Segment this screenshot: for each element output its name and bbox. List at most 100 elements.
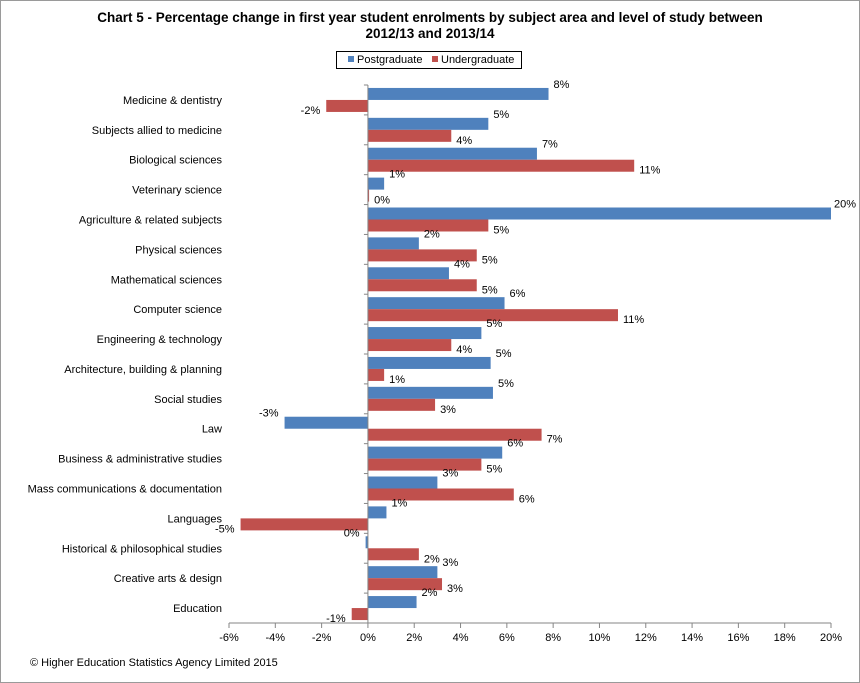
bar-undergraduate-physical-sciences bbox=[367, 249, 477, 262]
bar-postgraduate-veterinary-science bbox=[367, 177, 385, 190]
x-tick-label: 4% bbox=[453, 632, 469, 644]
bar-postgraduate-mass-communications-documentation bbox=[367, 476, 438, 489]
bar-undergraduate-biological-sciences bbox=[367, 159, 635, 172]
data-label-undergraduate-veterinary-science: 0% bbox=[374, 195, 390, 207]
data-label-undergraduate-business-administrative-studies: 5% bbox=[486, 464, 502, 476]
x-tick-label: 6% bbox=[499, 632, 515, 644]
bar-undergraduate-historical-philosophical-studies bbox=[367, 548, 419, 561]
legend-label-postgraduate: Postgraduate bbox=[357, 54, 423, 66]
data-label-undergraduate-historical-philosophical-studies: 2% bbox=[424, 553, 440, 565]
category-label-education: Education bbox=[173, 603, 222, 615]
bar-undergraduate-engineering-technology bbox=[367, 339, 452, 352]
bar-undergraduate-computer-science bbox=[367, 309, 618, 322]
data-label-postgraduate-subjects-allied-to-medicine: 5% bbox=[493, 109, 509, 121]
data-label-undergraduate-mass-communications-documentation: 6% bbox=[519, 494, 535, 506]
x-tick-label: 18% bbox=[774, 632, 796, 644]
category-label-architecture-building-planning: Architecture, building & planning bbox=[64, 364, 222, 376]
data-label-undergraduate-engineering-technology: 4% bbox=[456, 344, 472, 356]
legend-swatch-undergraduate bbox=[432, 56, 438, 62]
bar-undergraduate-law bbox=[367, 428, 542, 441]
chart-title-line-2: 2012/13 and 2013/14 bbox=[365, 26, 495, 41]
bar-postgraduate-architecture-building-planning bbox=[367, 356, 491, 369]
copyright-notice: © Higher Education Statistics Agency Lim… bbox=[30, 657, 278, 669]
bar-postgraduate-languages bbox=[367, 506, 387, 519]
data-label-postgraduate-agriculture-related-subjects: 20% bbox=[834, 199, 856, 211]
data-label-undergraduate-computer-science: 11% bbox=[623, 314, 644, 326]
bar-postgraduate-education bbox=[367, 596, 417, 609]
bar-undergraduate-agriculture-related-subjects bbox=[367, 219, 489, 232]
data-label-undergraduate-medicine-dentistry: -2% bbox=[301, 105, 321, 117]
chart-title: Chart 5 - Percentage change in first yea… bbox=[0, 10, 860, 42]
data-label-undergraduate-agriculture-related-subjects: 5% bbox=[493, 225, 509, 237]
data-label-undergraduate-physical-sciences: 5% bbox=[482, 254, 498, 266]
legend-swatch-postgraduate bbox=[348, 56, 354, 62]
category-label-computer-science: Computer science bbox=[133, 304, 222, 316]
data-label-postgraduate-biological-sciences: 7% bbox=[542, 139, 558, 151]
bar-undergraduate-mathematical-sciences bbox=[367, 279, 477, 292]
data-label-undergraduate-education: -1% bbox=[326, 613, 346, 625]
data-label-undergraduate-architecture-building-planning: 1% bbox=[389, 374, 405, 386]
bar-postgraduate-historical-philosophical-studies bbox=[365, 536, 368, 549]
bar-postgraduate-mathematical-sciences bbox=[367, 267, 449, 280]
x-tick-label: 12% bbox=[635, 632, 657, 644]
data-label-undergraduate-creative-arts-design: 3% bbox=[447, 583, 463, 595]
category-label-medicine-dentistry: Medicine & dentistry bbox=[123, 95, 223, 107]
x-tick-label: -4% bbox=[266, 632, 286, 644]
bar-postgraduate-creative-arts-design bbox=[367, 566, 438, 579]
chart-legend: Postgraduate Undergraduate bbox=[336, 51, 522, 69]
legend-label-undergraduate: Undergraduate bbox=[441, 54, 515, 66]
bar-postgraduate-social-studies bbox=[367, 386, 493, 399]
data-label-undergraduate-social-studies: 3% bbox=[440, 404, 456, 416]
data-label-postgraduate-education: 2% bbox=[422, 587, 438, 599]
category-label-historical-philosophical-studies: Historical & philosophical studies bbox=[62, 543, 223, 555]
data-label-postgraduate-business-administrative-studies: 6% bbox=[507, 438, 523, 450]
x-tick-label: 14% bbox=[681, 632, 703, 644]
x-tick-label: 8% bbox=[545, 632, 561, 644]
data-label-postgraduate-architecture-building-planning: 5% bbox=[496, 348, 512, 360]
data-label-postgraduate-law: -3% bbox=[259, 408, 279, 420]
bar-undergraduate-medicine-dentistry bbox=[326, 99, 368, 112]
data-label-postgraduate-mass-communications-documentation: 3% bbox=[442, 468, 458, 480]
data-label-postgraduate-mathematical-sciences: 4% bbox=[454, 258, 470, 270]
bar-postgraduate-computer-science bbox=[367, 297, 505, 310]
data-label-postgraduate-creative-arts-design: 3% bbox=[442, 557, 458, 569]
bar-undergraduate-business-administrative-studies bbox=[367, 458, 482, 471]
data-label-postgraduate-medicine-dentistry: 8% bbox=[554, 79, 570, 91]
category-label-law: Law bbox=[202, 424, 222, 436]
data-label-undergraduate-subjects-allied-to-medicine: 4% bbox=[456, 135, 472, 147]
category-label-mathematical-sciences: Mathematical sciences bbox=[111, 274, 223, 286]
data-label-postgraduate-computer-science: 6% bbox=[510, 288, 526, 300]
category-label-creative-arts-design: Creative arts & design bbox=[114, 573, 222, 585]
data-label-postgraduate-engineering-technology: 5% bbox=[486, 318, 502, 330]
category-label-biological-sciences: Biological sciences bbox=[129, 155, 222, 167]
data-label-undergraduate-languages: -5% bbox=[215, 523, 235, 535]
data-label-undergraduate-biological-sciences: 11% bbox=[639, 165, 660, 177]
x-tick-label: 0% bbox=[360, 632, 376, 644]
category-label-social-studies: Social studies bbox=[154, 394, 222, 406]
legend-item-postgraduate: Postgraduate bbox=[348, 54, 422, 66]
x-tick-label: 16% bbox=[727, 632, 749, 644]
bar-postgraduate-law bbox=[284, 416, 368, 429]
bar-postgraduate-subjects-allied-to-medicine bbox=[367, 117, 489, 130]
bar-undergraduate-languages bbox=[240, 518, 368, 531]
data-label-postgraduate-physical-sciences: 2% bbox=[424, 228, 440, 240]
bar-undergraduate-social-studies bbox=[367, 398, 436, 411]
category-label-business-administrative-studies: Business & administrative studies bbox=[58, 454, 222, 466]
category-label-engineering-technology: Engineering & technology bbox=[97, 334, 223, 346]
data-label-postgraduate-social-studies: 5% bbox=[498, 378, 514, 390]
category-label-mass-communications-documentation: Mass communications & documentation bbox=[28, 484, 222, 496]
data-label-postgraduate-veterinary-science: 1% bbox=[389, 169, 405, 181]
data-label-postgraduate-languages: 1% bbox=[391, 497, 407, 509]
x-tick-label: 20% bbox=[820, 632, 842, 644]
category-label-physical-sciences: Physical sciences bbox=[135, 244, 222, 256]
bar-postgraduate-biological-sciences bbox=[367, 147, 537, 160]
chart-title-line-1: Chart 5 - Percentage change in first yea… bbox=[97, 10, 763, 25]
x-tick-label: 10% bbox=[588, 632, 610, 644]
category-label-subjects-allied-to-medicine: Subjects allied to medicine bbox=[92, 125, 222, 137]
bar-postgraduate-business-administrative-studies bbox=[367, 446, 503, 459]
bar-undergraduate-mass-communications-documentation bbox=[367, 488, 514, 501]
bar-undergraduate-veterinary-science bbox=[367, 189, 370, 202]
category-label-agriculture-related-subjects: Agriculture & related subjects bbox=[79, 215, 223, 227]
bar-undergraduate-creative-arts-design bbox=[367, 578, 443, 591]
